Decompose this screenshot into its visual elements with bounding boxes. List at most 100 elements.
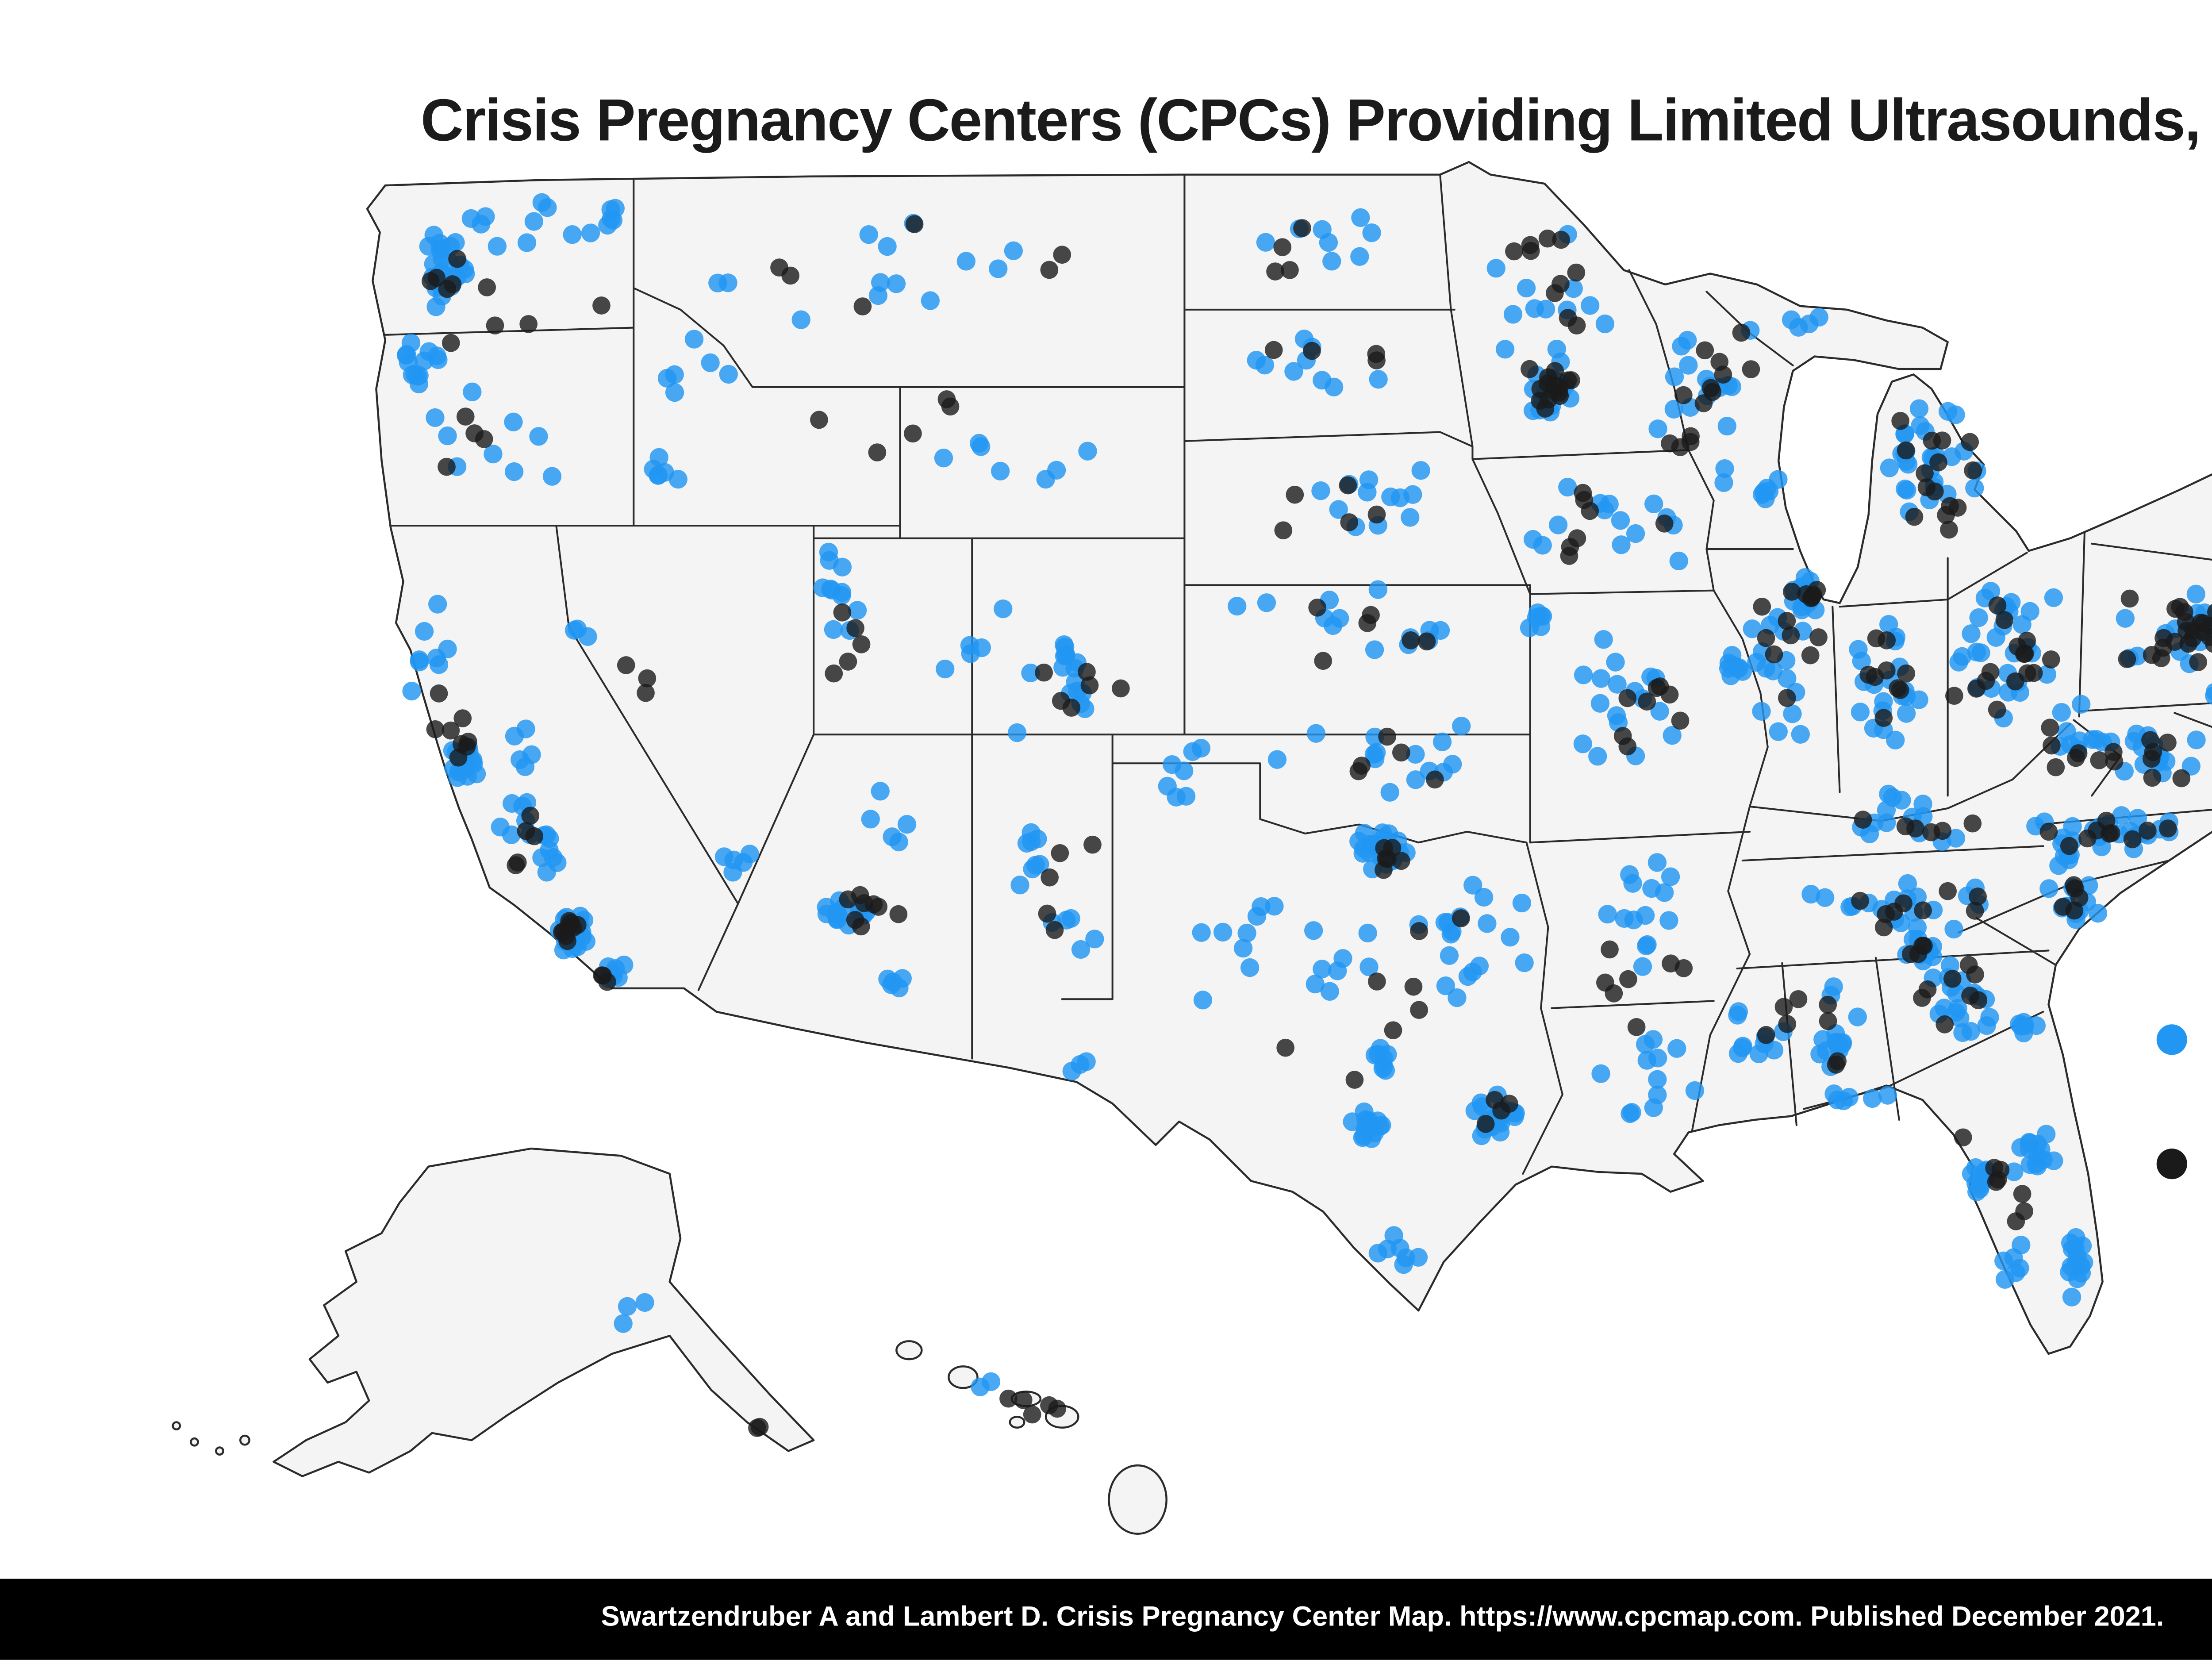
cpc-dot-testing-only <box>1703 383 1722 401</box>
cpc-dot-ultrasound <box>415 622 434 641</box>
cpc-dot-testing-only <box>1662 954 1680 973</box>
cpc-dot-testing-only <box>781 266 800 285</box>
cpc-dot-ultrasound <box>1306 974 1325 994</box>
cpc-dot-testing-only <box>1264 341 1283 359</box>
cpc-dot-ultrasound <box>1801 884 1820 904</box>
cpc-dot-ultrasound <box>1431 621 1450 640</box>
cpc-dot-ultrasound <box>1647 853 1667 872</box>
cpc-dot-testing-only <box>2047 758 2065 776</box>
cpc-dot-testing-only <box>2192 614 2210 632</box>
cpc-dot-testing-only <box>1627 1018 1646 1036</box>
cpc-dot-testing-only <box>1308 598 1327 617</box>
cpc-dot-ultrasound <box>563 225 582 244</box>
cpc-dot-testing-only <box>519 315 538 333</box>
cpc-dot-testing-only <box>1551 275 1570 293</box>
cpc-dot-testing-only <box>748 1419 766 1437</box>
cpc-dot-ultrasound <box>1330 609 1349 628</box>
cpc-dot-testing-only <box>1909 945 1928 963</box>
cpc-dot-ultrasound <box>1333 949 1352 968</box>
cpc-dot-ultrasound <box>1381 487 1400 507</box>
cpc-dot-ultrasound <box>532 848 551 867</box>
cpc-dot-ultrasound <box>1778 669 1797 688</box>
cpc-dot-ultrasound <box>2062 1239 2081 1259</box>
cpc-dot-ultrasound <box>1595 314 1615 334</box>
cpc-dot-testing-only <box>1671 711 1690 730</box>
cpc-dot-testing-only <box>1988 700 2006 719</box>
legend-item-testing-info-only: Provided Free Pregnancy Testing and Info… <box>2156 1143 2212 1264</box>
cpc-dot-testing-only <box>426 720 445 738</box>
cpc-dot-ultrasound <box>1588 747 1607 766</box>
page-title: Crisis Pregnancy Centers (CPCs) Providin… <box>420 86 2212 154</box>
cpc-dot-testing-only <box>864 895 883 914</box>
cpc-dot-ultrasound <box>1533 607 1552 626</box>
cpc-dot-testing-only <box>1981 663 2000 681</box>
cpc-dot-testing-only <box>465 424 484 442</box>
cpc-dot-ultrasound <box>2039 879 2058 898</box>
cpc-dot-testing-only <box>442 721 460 740</box>
cpc-dot-testing-only <box>1314 652 1333 670</box>
cpc-dot-ultrasound <box>972 437 991 456</box>
cpc-dot-testing-only <box>1897 441 1915 460</box>
cpc-dot-testing-only <box>438 457 456 476</box>
cpc-dot-testing-only <box>1266 262 1284 281</box>
cpc-dot-testing-only <box>1774 998 1793 1016</box>
cpc-dot-testing-only <box>1476 1114 1495 1133</box>
cpc-dot-ultrasound <box>2205 683 2212 701</box>
cpc-dot-testing-only <box>617 656 635 674</box>
cpc-dot-testing-only <box>1782 626 1800 645</box>
dots-testing-info-only <box>421 215 2212 1437</box>
cpc-dot-ultrasound <box>1441 925 1460 944</box>
cpc-dot-ultrasound <box>1368 580 1387 599</box>
cpc-dot-testing-only <box>1581 502 1599 520</box>
cpc-dot-ultrasound <box>1598 905 1617 924</box>
cpc-dot-testing-only <box>1916 464 1934 483</box>
cpc-dot-testing-only <box>1854 811 1872 829</box>
cpc-dot-testing-only <box>448 250 466 268</box>
cpc-dot-ultrasound <box>1664 400 1683 419</box>
cpc-dot-ultrasound <box>1938 402 1958 421</box>
cpc-dot-ultrasound <box>1860 824 1879 843</box>
cpc-dot-ultrasound <box>890 978 909 998</box>
cpc-dot-ultrasound <box>733 853 753 872</box>
cpc-dot-ultrasound <box>1026 856 1045 875</box>
cpc-dot-testing-only <box>2013 1185 2032 1203</box>
cpc-dot-ultrasound <box>2027 1016 2046 1035</box>
cpc-dot-ultrasound <box>2002 593 2021 612</box>
cpc-dot-testing-only <box>852 635 871 653</box>
cpc-dot-testing-only <box>508 853 527 872</box>
cpc-dot-ultrasound <box>861 810 880 829</box>
cpc-dot-testing-only <box>478 278 496 296</box>
cpc-dot-ultrasound <box>1322 252 1341 271</box>
cpc-dot-testing-only <box>2189 653 2208 671</box>
cpc-dot-ultrasound <box>994 599 1013 619</box>
cpc-dot-ultrasound <box>1944 919 1963 939</box>
cpc-dot-testing-only <box>1080 676 1099 695</box>
cpc-dot-testing-only <box>1402 631 1420 649</box>
cpc-dot-ultrasound <box>827 909 847 928</box>
cpc-dot-ultrasound <box>1474 888 1494 907</box>
cpc-dot-testing-only <box>2138 822 2157 840</box>
cpc-dot-ultrasound <box>1913 795 1932 814</box>
cpc-dot-testing-only <box>1906 819 1924 838</box>
cpc-dot-testing-only <box>1937 506 1955 524</box>
cpc-dot-testing-only <box>1757 1026 1775 1044</box>
cpc-dot-testing-only <box>1940 520 1958 539</box>
cpc-dot-testing-only <box>1521 242 1540 260</box>
cpc-dot-testing-only <box>1866 668 1884 686</box>
cpc-dot-testing-only <box>2007 1212 2025 1230</box>
cpc-dot-testing-only <box>2104 743 2123 761</box>
cpc-dot-ultrasound <box>1284 362 1303 381</box>
cpc-dot-ultrasound <box>1359 1111 1379 1130</box>
cpc-dot-ultrasound <box>1192 923 1211 942</box>
cpc-dot-ultrasound <box>1176 787 1196 806</box>
cpc-dot-ultrasound <box>859 225 878 244</box>
cpc-dot-ultrasound <box>1515 953 1534 972</box>
cpc-dot-testing-only <box>1732 323 1751 342</box>
cpc-dot-ultrasound <box>504 462 524 481</box>
cpc-dot-testing-only <box>1601 940 1619 959</box>
cpc-dot-testing-only <box>1917 478 1936 496</box>
cpc-dot-ultrasound <box>1525 299 1544 318</box>
cpc-dot-testing-only <box>2102 824 2120 842</box>
cpc-dot-testing-only <box>1828 1052 1847 1071</box>
cpc-dot-ultrasound <box>1512 893 1532 913</box>
